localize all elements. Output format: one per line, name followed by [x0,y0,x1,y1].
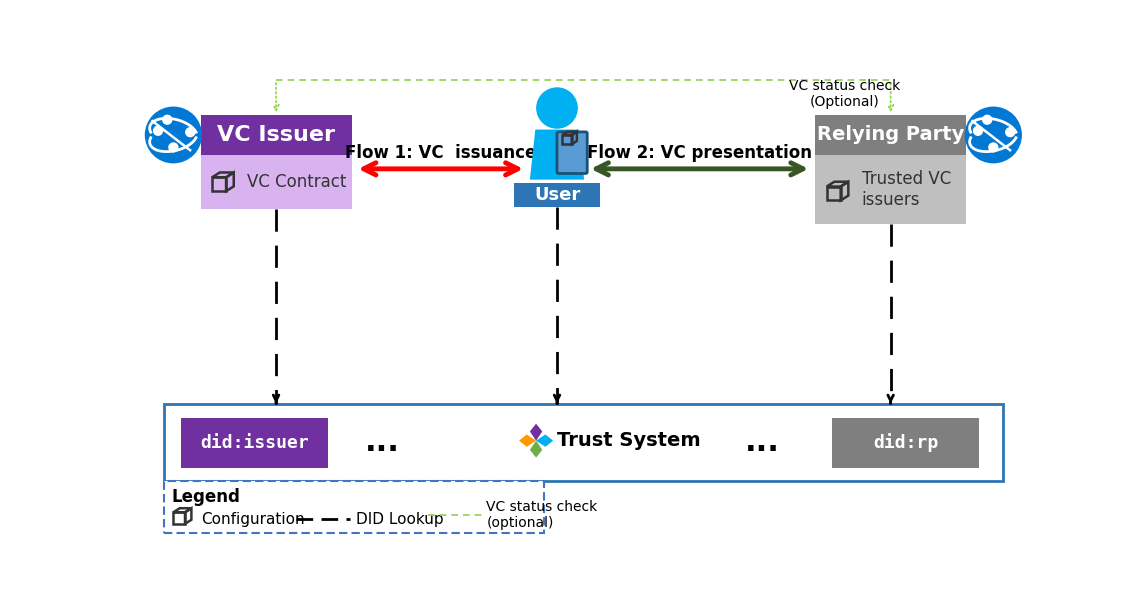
Circle shape [1006,128,1015,137]
Text: did:issuer: did:issuer [200,434,309,451]
Circle shape [163,116,172,124]
Text: DID Lookup: DID Lookup [357,512,444,527]
Text: Flow 1: VC  issuance: Flow 1: VC issuance [345,145,536,163]
FancyBboxPatch shape [181,417,328,468]
Text: Relying Party: Relying Party [817,125,965,145]
FancyBboxPatch shape [164,481,543,533]
Text: Trusted VC
issuers: Trusted VC issuers [861,170,951,209]
Text: VC Issuer: VC Issuer [218,125,335,145]
Polygon shape [530,129,584,180]
Circle shape [536,88,577,128]
FancyBboxPatch shape [833,417,980,468]
FancyBboxPatch shape [164,404,1003,481]
Circle shape [974,126,983,136]
FancyBboxPatch shape [515,183,599,206]
Text: VC Contract: VC Contract [247,173,346,191]
Polygon shape [530,440,542,457]
Text: VC status check
(Optional): VC status check (Optional) [788,79,900,109]
Text: did:rp: did:rp [874,433,939,452]
Circle shape [169,143,178,152]
Text: Configuration: Configuration [202,512,305,527]
Text: ...: ... [366,428,400,457]
FancyBboxPatch shape [200,115,352,155]
FancyBboxPatch shape [816,155,966,224]
Text: Trust System: Trust System [557,431,700,450]
Circle shape [146,107,202,163]
FancyBboxPatch shape [200,155,352,209]
Polygon shape [536,434,554,447]
Text: Flow 2: VC presentation: Flow 2: VC presentation [587,145,812,163]
FancyBboxPatch shape [816,115,966,155]
Polygon shape [519,434,536,447]
Polygon shape [530,424,542,440]
Text: Legend: Legend [172,488,240,506]
Circle shape [983,116,992,124]
Circle shape [154,126,163,136]
Text: ...: ... [745,428,780,457]
Text: User: User [534,186,580,204]
FancyBboxPatch shape [557,132,588,174]
Text: VC status check
(optional): VC status check (optional) [486,500,598,531]
Circle shape [966,107,1022,163]
Circle shape [186,128,195,137]
Circle shape [989,143,998,152]
